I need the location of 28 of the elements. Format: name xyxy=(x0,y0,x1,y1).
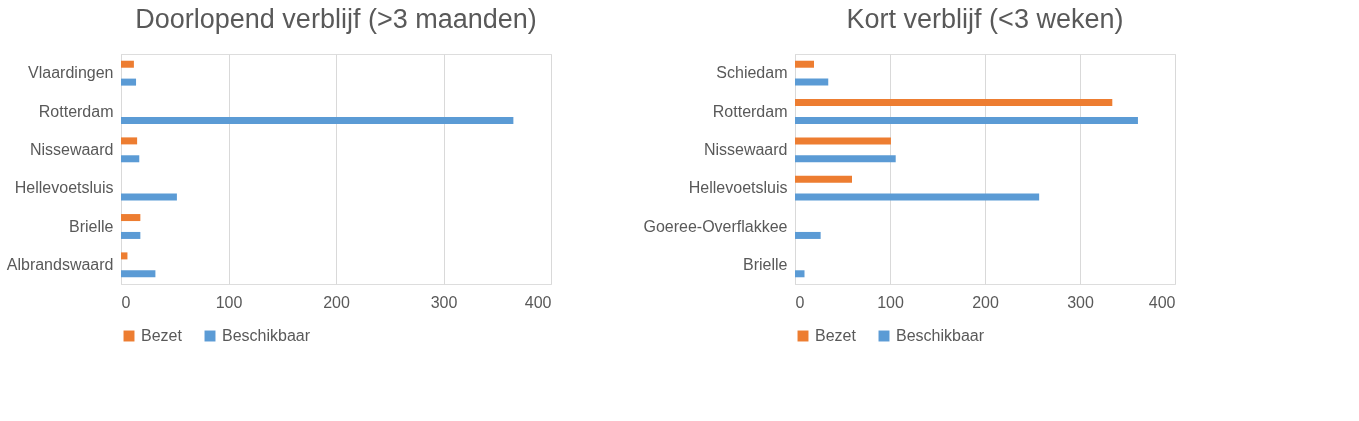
chart-title: Doorlopend verblijf (>3 maanden) xyxy=(135,4,537,34)
legend-label: Beschikbaar xyxy=(222,327,311,344)
x-tick-label: 100 xyxy=(215,293,243,311)
chart-title: Kort verblijf (<3 weken) xyxy=(846,4,1124,34)
y-tick-label: Brielle xyxy=(69,217,114,235)
legend-label: Bezet xyxy=(815,327,857,344)
y-tick-label: Brielle xyxy=(743,255,788,273)
y-tick-label: Vlaardingen xyxy=(28,64,114,82)
y-tick-label: Nissewaard xyxy=(703,140,788,158)
y-tick-label: Rotterdam xyxy=(712,102,788,120)
x-tick-label: 0 xyxy=(795,293,805,311)
legend-label: Bezet xyxy=(141,327,183,344)
x-tick-label: 400 xyxy=(1148,293,1176,311)
y-tick-label: Albrandswaard xyxy=(6,255,114,273)
y-tick-label: Hellevoetsluis xyxy=(688,179,788,197)
y-tick-label: Hellevoetsluis xyxy=(14,179,114,197)
x-tick-label: 200 xyxy=(323,293,350,311)
y-tick-label: Nissewaard xyxy=(29,140,114,158)
x-tick-label: 300 xyxy=(430,293,458,311)
x-tick-label: 0 xyxy=(121,293,131,311)
legend-label: Beschikbaar xyxy=(896,327,985,344)
x-tick-label: 100 xyxy=(877,293,904,311)
y-tick-label: Goeree-Overflakkee xyxy=(643,217,788,235)
x-tick-label: 400 xyxy=(524,293,552,311)
x-tick-label: 300 xyxy=(1067,293,1094,311)
y-tick-label: Schiedam xyxy=(716,64,788,82)
y-tick-label: Rotterdam xyxy=(38,102,114,120)
x-tick-label: 200 xyxy=(972,293,999,311)
